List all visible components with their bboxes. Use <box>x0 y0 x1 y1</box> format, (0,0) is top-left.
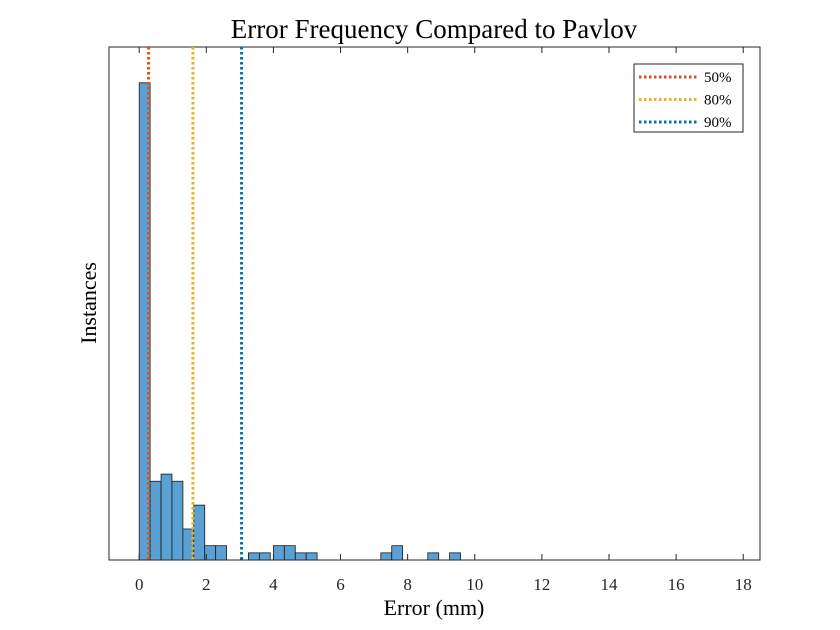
x-tick-label: 8 <box>403 575 412 594</box>
x-tick-label: 10 <box>466 575 483 594</box>
legend: 50% 80% 90% <box>633 63 744 133</box>
histogram-bar <box>193 504 206 561</box>
histogram-bar <box>248 552 260 561</box>
histogram-bar <box>258 552 271 561</box>
histogram-bar <box>283 545 296 561</box>
histogram-bar <box>305 552 318 561</box>
x-tick-label: 0 <box>135 575 144 594</box>
legend-label: 90% <box>704 115 732 131</box>
histogram-bar <box>391 545 404 561</box>
x-axis-label: Error (mm) <box>384 595 485 620</box>
x-ticks-layer: 0 2 4 6 8 10 12 14 16 18 <box>135 47 752 594</box>
x-tick-label: 4 <box>269 575 278 594</box>
legend-label: 80% <box>704 93 732 109</box>
histogram-bar <box>294 552 307 561</box>
x-tick-label: 6 <box>336 575 345 594</box>
histogram-bar <box>215 545 227 561</box>
histogram-bar <box>160 473 173 561</box>
y-axis-label: Instances <box>76 262 101 344</box>
legend-box <box>633 63 744 133</box>
histogram-bar <box>380 552 393 561</box>
x-tick-label: 14 <box>600 575 618 594</box>
legend-label: 50% <box>704 70 732 86</box>
reference-lines-layer <box>147 47 244 560</box>
bars-layer <box>138 82 461 561</box>
x-tick-label: 18 <box>735 575 752 594</box>
chart-title: Error Frequency Compared to Pavlov <box>231 14 638 44</box>
histogram-bar <box>149 480 162 561</box>
x-tick-label: 16 <box>668 575 685 594</box>
histogram-bar <box>273 545 285 561</box>
histogram-bar <box>171 480 184 561</box>
histogram-bar <box>449 552 461 561</box>
histogram-bar <box>138 82 151 561</box>
x-tick-label: 12 <box>533 575 550 594</box>
histogram-bar <box>427 552 440 561</box>
x-tick-label: 2 <box>202 575 211 594</box>
